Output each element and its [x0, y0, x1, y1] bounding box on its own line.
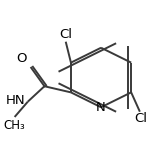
Text: Cl: Cl — [135, 112, 148, 125]
Text: HN: HN — [6, 94, 25, 107]
Text: Cl: Cl — [59, 28, 72, 41]
Text: N: N — [96, 101, 106, 114]
Text: CH₃: CH₃ — [4, 119, 26, 132]
Text: O: O — [16, 53, 27, 66]
